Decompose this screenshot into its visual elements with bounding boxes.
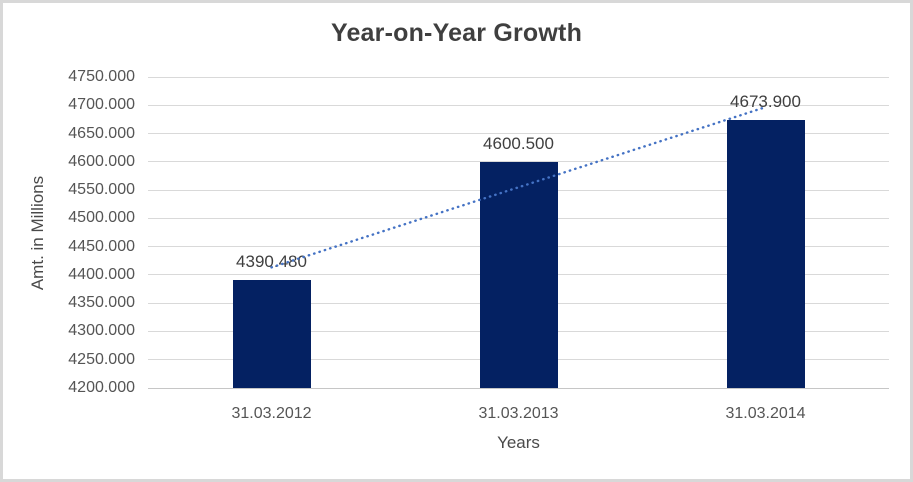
y-axis-tick-label: 4400.000 bbox=[68, 265, 135, 283]
x-axis-tick-label: 31.03.2012 bbox=[231, 405, 312, 422]
y-axis-tick-label: 4550.000 bbox=[68, 181, 135, 199]
y-axis-tick-label: 4750.000 bbox=[68, 68, 135, 85]
bar-value-label: 4390.480 bbox=[236, 252, 307, 272]
bar bbox=[479, 161, 558, 388]
x-axis-line bbox=[148, 387, 889, 389]
y-axis-tick-label: 4650.000 bbox=[68, 124, 135, 142]
y-axis-tick-label: 4600.000 bbox=[68, 152, 135, 170]
y-axis-tick-label: 4200.000 bbox=[68, 379, 135, 396]
chart-title: Year-on-Year Growth bbox=[330, 19, 583, 47]
bar-value-label: 4673.900 bbox=[730, 92, 801, 112]
gridline bbox=[148, 104, 889, 106]
y-axis-tick-label: 4250.000 bbox=[68, 350, 135, 368]
bar bbox=[726, 120, 805, 388]
y-axis-tick-label: 4350.000 bbox=[68, 294, 135, 312]
y-axis-tick-label: 4500.000 bbox=[68, 209, 135, 227]
y-axis-tick-label: 4300.000 bbox=[68, 322, 135, 340]
x-axis-tick-label: 31.03.2014 bbox=[725, 405, 806, 422]
y-axis-tick-label: 4450.000 bbox=[68, 237, 135, 255]
x-axis-title: Years bbox=[497, 433, 540, 452]
bar-value-label: 4600.500 bbox=[483, 133, 554, 153]
bar bbox=[232, 280, 311, 388]
y-axis-tick-label: 4700.000 bbox=[68, 96, 135, 114]
gridline bbox=[148, 76, 889, 78]
x-axis-tick-label: 31.03.2013 bbox=[478, 405, 559, 422]
